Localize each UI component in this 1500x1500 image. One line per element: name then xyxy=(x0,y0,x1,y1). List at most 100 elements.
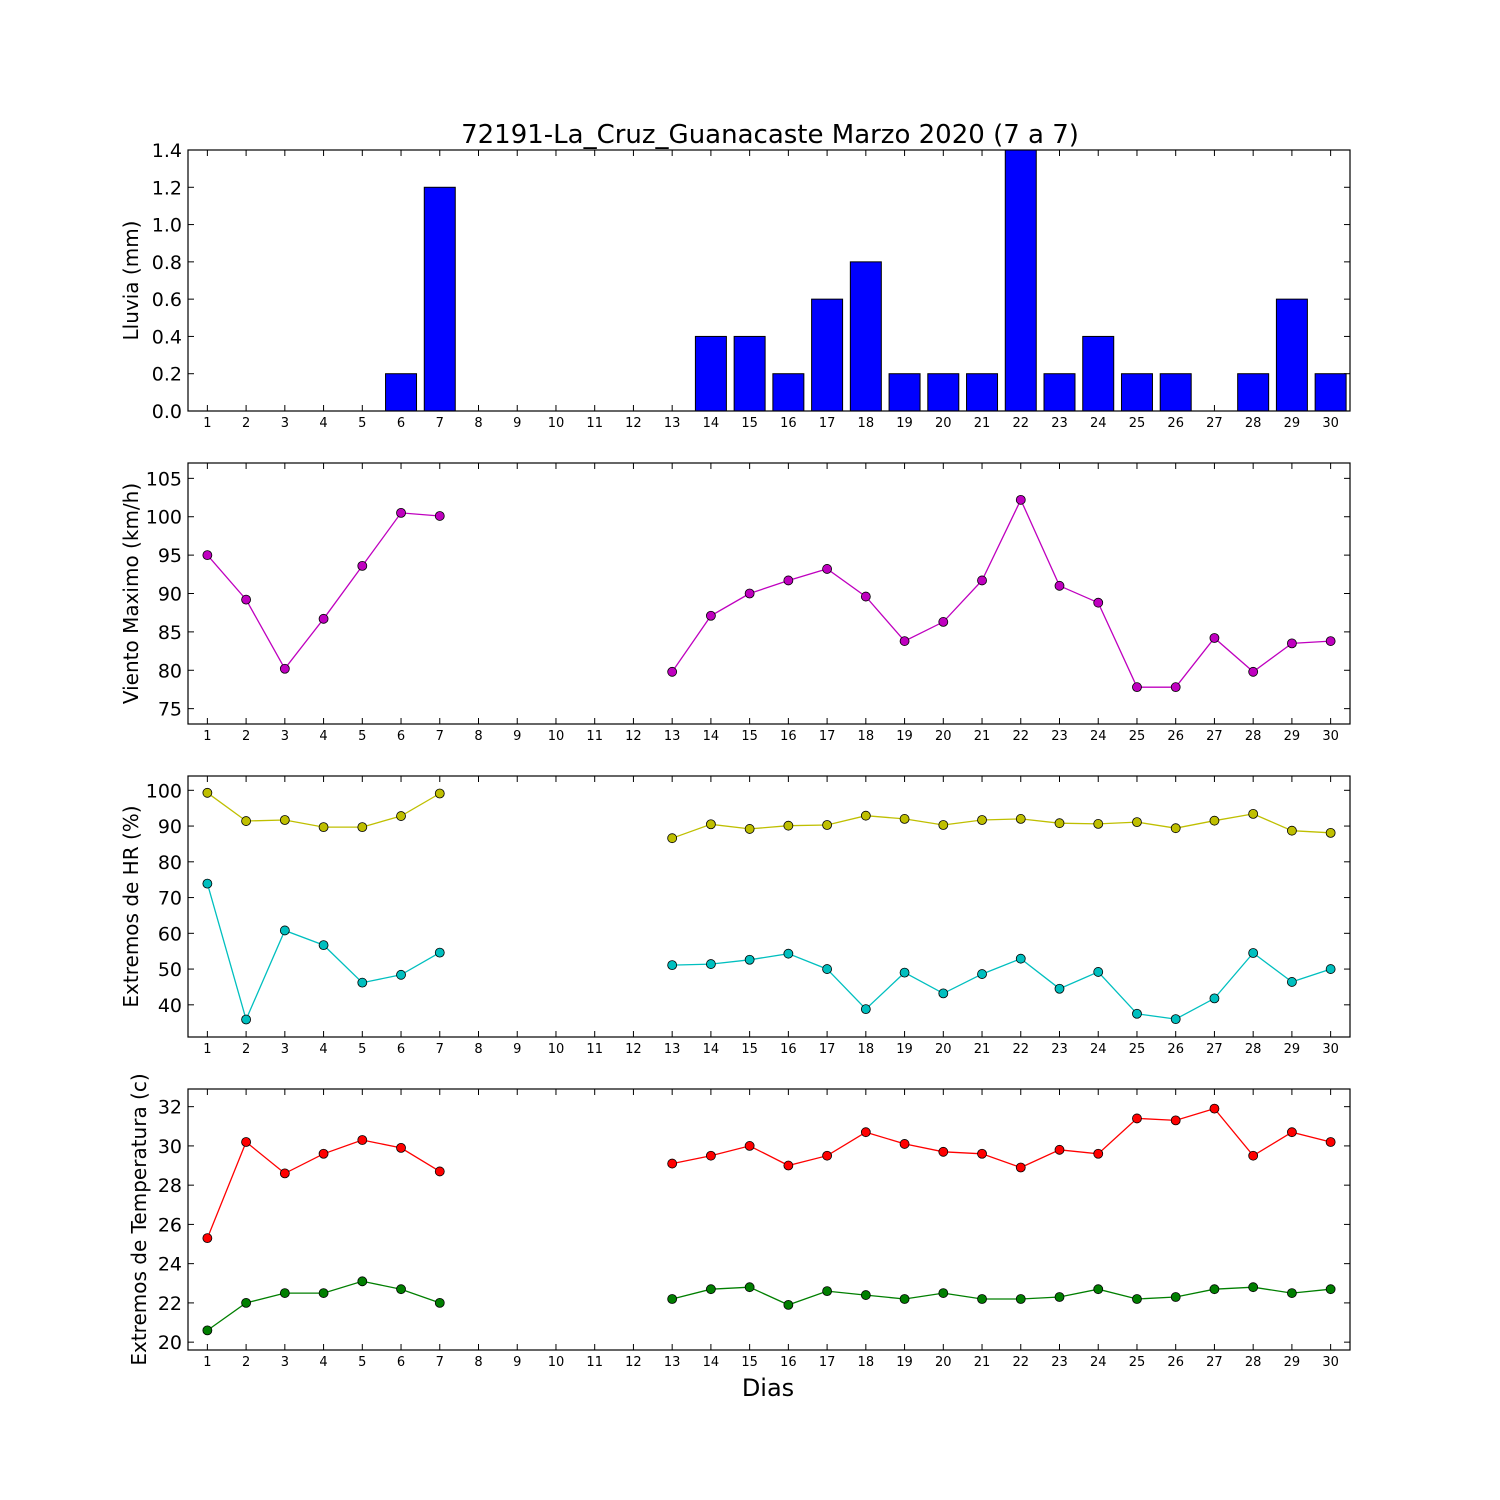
series-1-point-day-28 xyxy=(1248,808,1259,819)
x-tick-label: 23 xyxy=(1051,416,1068,431)
x-tick-label: 21 xyxy=(974,729,991,744)
x-tick-label: 12 xyxy=(625,1355,642,1370)
series-2-point-day-15 xyxy=(744,1282,755,1293)
series-2-point-day-29 xyxy=(1287,1288,1297,1298)
series-1-line xyxy=(672,1107,1331,1169)
series-2-point-day-15 xyxy=(744,954,755,965)
x-tick-label: 21 xyxy=(974,416,991,431)
y-axis-label: Extremos de Temperatura (c) xyxy=(127,1073,151,1365)
series-1-point-day-27 xyxy=(1209,815,1220,826)
series-1-point-day-19 xyxy=(899,1139,910,1149)
series-1-line xyxy=(671,813,1331,839)
x-tick-label: 18 xyxy=(858,729,875,744)
x-tick-label: 4 xyxy=(319,416,327,431)
series-1-point-day-19 xyxy=(899,636,910,646)
x-tick-label: 15 xyxy=(741,1042,758,1057)
y-tick-label: 26 xyxy=(158,1214,182,1236)
x-tick-label: 13 xyxy=(664,729,681,744)
series-2-point-day-19 xyxy=(899,967,910,978)
x-tick-label: 7 xyxy=(436,1042,444,1057)
series-1-point-day-15 xyxy=(744,588,755,599)
y-tick-label: 24 xyxy=(158,1254,182,1276)
x-tick-label: 29 xyxy=(1284,1042,1301,1057)
series-1-point-day-7 xyxy=(434,1166,445,1177)
y-tick-label: 1.0 xyxy=(152,215,182,237)
series-1-point-day-25 xyxy=(1132,817,1142,828)
y-tick-label: 32 xyxy=(158,1097,182,1119)
x-tick-label: 4 xyxy=(319,1042,327,1057)
series-1-point-day-27 xyxy=(1209,633,1220,643)
series-1-point-day-23 xyxy=(1054,818,1065,829)
x-tick-label: 12 xyxy=(625,416,642,431)
series-2-point-day-24 xyxy=(1093,967,1104,977)
y-tick-label: 95 xyxy=(158,545,182,567)
x-tick-label: 25 xyxy=(1129,416,1146,431)
series-2-point-day-7 xyxy=(434,1298,445,1308)
x-tick-label: 4 xyxy=(319,729,327,744)
axes-frame xyxy=(187,149,1351,412)
series-1-point-day-14 xyxy=(706,819,716,830)
bar-day-24 xyxy=(1082,335,1115,411)
x-tick-label: 21 xyxy=(974,1355,991,1370)
series-1-point-day-18 xyxy=(860,810,871,821)
series-2-point-day-25 xyxy=(1132,1294,1142,1304)
x-tick-label: 16 xyxy=(780,1042,797,1057)
series-1-point-day-28 xyxy=(1248,666,1259,677)
x-tick-label: 18 xyxy=(858,1355,875,1370)
x-tick-label: 30 xyxy=(1322,416,1339,431)
series-1-point-day-24 xyxy=(1093,819,1104,829)
x-tick-label: 2 xyxy=(242,1042,250,1057)
x-tick-label: 18 xyxy=(858,1042,875,1057)
panel-1: 0.00.20.40.60.81.01.21.41 2 3 4 5 6 7 8 9 10 11 12 1… xyxy=(119,140,1351,431)
series-2-point-day-2 xyxy=(241,1014,252,1025)
series-2-point-day-13 xyxy=(667,1294,678,1304)
y-axis-label: Extremos de HR (%) xyxy=(119,805,143,1007)
series-2-point-day-26 xyxy=(1170,1292,1181,1302)
x-tick-label: 11 xyxy=(586,416,603,431)
series-1-point-day-6 xyxy=(396,507,406,518)
x-tick-label: 10 xyxy=(548,729,565,744)
x-tick-label: 1 xyxy=(203,416,211,431)
series-2-point-day-28 xyxy=(1248,1282,1259,1293)
series-1-point-day-16 xyxy=(783,1160,794,1171)
axes-frame xyxy=(187,1088,1351,1351)
x-tick-label: 9 xyxy=(513,729,521,744)
x-tick-label: 26 xyxy=(1167,1042,1184,1057)
x-tick-label: 9 xyxy=(513,1042,521,1057)
series-2-point-day-30 xyxy=(1325,1284,1336,1295)
x-tick-label: 17 xyxy=(819,729,836,744)
series-2-point-day-30 xyxy=(1325,964,1336,974)
x-tick-label: 14 xyxy=(703,416,720,431)
x-tick-label: 27 xyxy=(1206,416,1223,431)
series-1-point-day-20 xyxy=(938,1146,949,1157)
series-1-point-day-13 xyxy=(667,833,678,844)
y-tick-label: 20 xyxy=(158,1332,182,1354)
x-tick-label: 8 xyxy=(474,1042,482,1057)
series-2-point-day-24 xyxy=(1093,1284,1104,1295)
x-tick-label: 16 xyxy=(780,729,797,744)
bar-day-18 xyxy=(849,261,882,411)
x-tick-label: 12 xyxy=(625,729,642,744)
series-1-point-day-30 xyxy=(1325,1137,1336,1147)
x-tick-label: 25 xyxy=(1129,1042,1146,1057)
x-tick-label: 15 xyxy=(741,416,758,431)
series-2-point-day-3 xyxy=(279,1288,290,1298)
plot-area xyxy=(202,494,1336,693)
series-2-line xyxy=(672,952,1331,1020)
x-tick-label: 24 xyxy=(1090,729,1107,744)
bar-day-26 xyxy=(1159,373,1192,411)
bar-day-16 xyxy=(772,373,805,411)
x-tick-label: 4 xyxy=(319,1355,327,1370)
series-2-point-day-22 xyxy=(1015,953,1026,964)
x-tick-label: 26 xyxy=(1167,729,1184,744)
series-1-point-day-7 xyxy=(434,511,445,521)
x-tick-label: 20 xyxy=(935,1042,952,1057)
x-tick-label: 5 xyxy=(358,416,366,431)
series-2-point-day-14 xyxy=(706,1284,716,1295)
x-tick-label: 22 xyxy=(1012,729,1029,744)
series-2-point-day-5 xyxy=(357,977,368,988)
x-tick-label: 26 xyxy=(1167,1355,1184,1370)
series-1-point-day-1 xyxy=(202,787,213,798)
